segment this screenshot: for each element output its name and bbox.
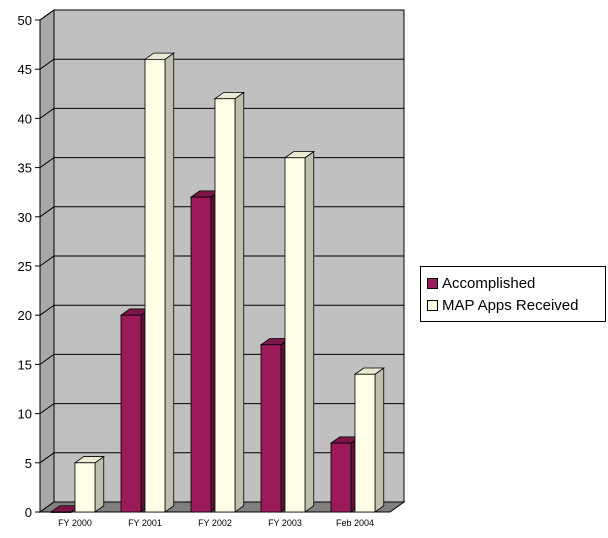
y-tick-label: 40	[18, 111, 32, 126]
map-apps-received-bar-fy-2002-side	[234, 91, 245, 513]
gridline	[39, 58, 404, 70]
legend-label-map-apps-received: MAP Apps Received	[442, 296, 579, 314]
map-apps-received-bar-fy-2000-side	[94, 455, 105, 513]
accomplished-bar-fy-2002-front	[190, 196, 212, 513]
map-apps-received-bar-fy-2000-front	[74, 462, 96, 513]
bars	[49, 52, 385, 513]
legend-item-accomplished: Accomplished	[427, 272, 599, 294]
y-tick-label: 5	[25, 456, 32, 471]
y-tick-label: 0	[25, 505, 32, 520]
x-tick-label-fy-2000: FY 2000	[58, 518, 92, 528]
y-axis: 0 5 10 15 20 25 30 35 40 45 50	[18, 13, 390, 520]
x-tick-label-feb-2004: Feb 2004	[336, 518, 374, 528]
map-apps-received-bar-fy-2001-front	[144, 58, 166, 513]
legend-item-map-apps-received: MAP Apps Received	[427, 294, 599, 316]
legend-swatch-accomplished	[427, 277, 438, 289]
map-apps-received-bar-feb-2004	[353, 367, 385, 513]
map-apps-received-bar-fy-2003-side	[304, 150, 315, 513]
map-apps-received-bar-fy-2003	[283, 150, 315, 513]
map-apps-received-bar-fy-2001-side	[164, 52, 175, 513]
x-tick-label-fy-2001: FY 2001	[128, 518, 162, 528]
y-tick-label: 35	[18, 161, 32, 176]
legend-label-accomplished: Accomplished	[442, 274, 536, 292]
accomplished-bar-fy-2000	[49, 505, 81, 513]
y-tick-label: 45	[18, 62, 32, 77]
x-axis-labels: FY 2000 FY 2001 FY 2002 FY 2003 Feb 2004	[58, 518, 374, 528]
map-apps-received-bar-fy-2001	[143, 52, 175, 513]
y-tick-label: 25	[18, 259, 32, 274]
y-tick-label: 20	[18, 308, 32, 323]
gridline	[39, 9, 404, 21]
map-apps-received-bar-fy-2003-front	[284, 157, 306, 513]
gridline	[39, 107, 404, 119]
map-apps-received-bar-fy-2002	[213, 91, 245, 513]
accomplished-bar-fy-2001-front	[120, 314, 142, 513]
legend-swatch-map-apps-received	[427, 299, 438, 311]
x-tick-label-fy-2003: FY 2003	[268, 518, 302, 528]
x-tick-label-fy-2002: FY 2002	[198, 518, 232, 528]
y-tick-label: 15	[18, 357, 32, 372]
map-apps-received-bar-fy-2002-front	[214, 98, 236, 513]
y-tick-label: 10	[18, 407, 32, 422]
y-tick-label: 30	[18, 210, 32, 225]
legend: Accomplished MAP Apps Received	[420, 266, 606, 322]
map-apps-received-bar-feb-2004-side	[374, 367, 385, 513]
map-apps-received-bar-feb-2004-front	[354, 373, 376, 513]
accomplished-bar-fy-2003-front	[260, 344, 282, 513]
map-apps-received-bar-fy-2000	[73, 455, 105, 513]
accomplished-bar-feb-2004-front	[330, 442, 352, 513]
accomplished-bar-fy-2000-front	[50, 511, 72, 513]
y-tick-label: 50	[18, 13, 32, 28]
